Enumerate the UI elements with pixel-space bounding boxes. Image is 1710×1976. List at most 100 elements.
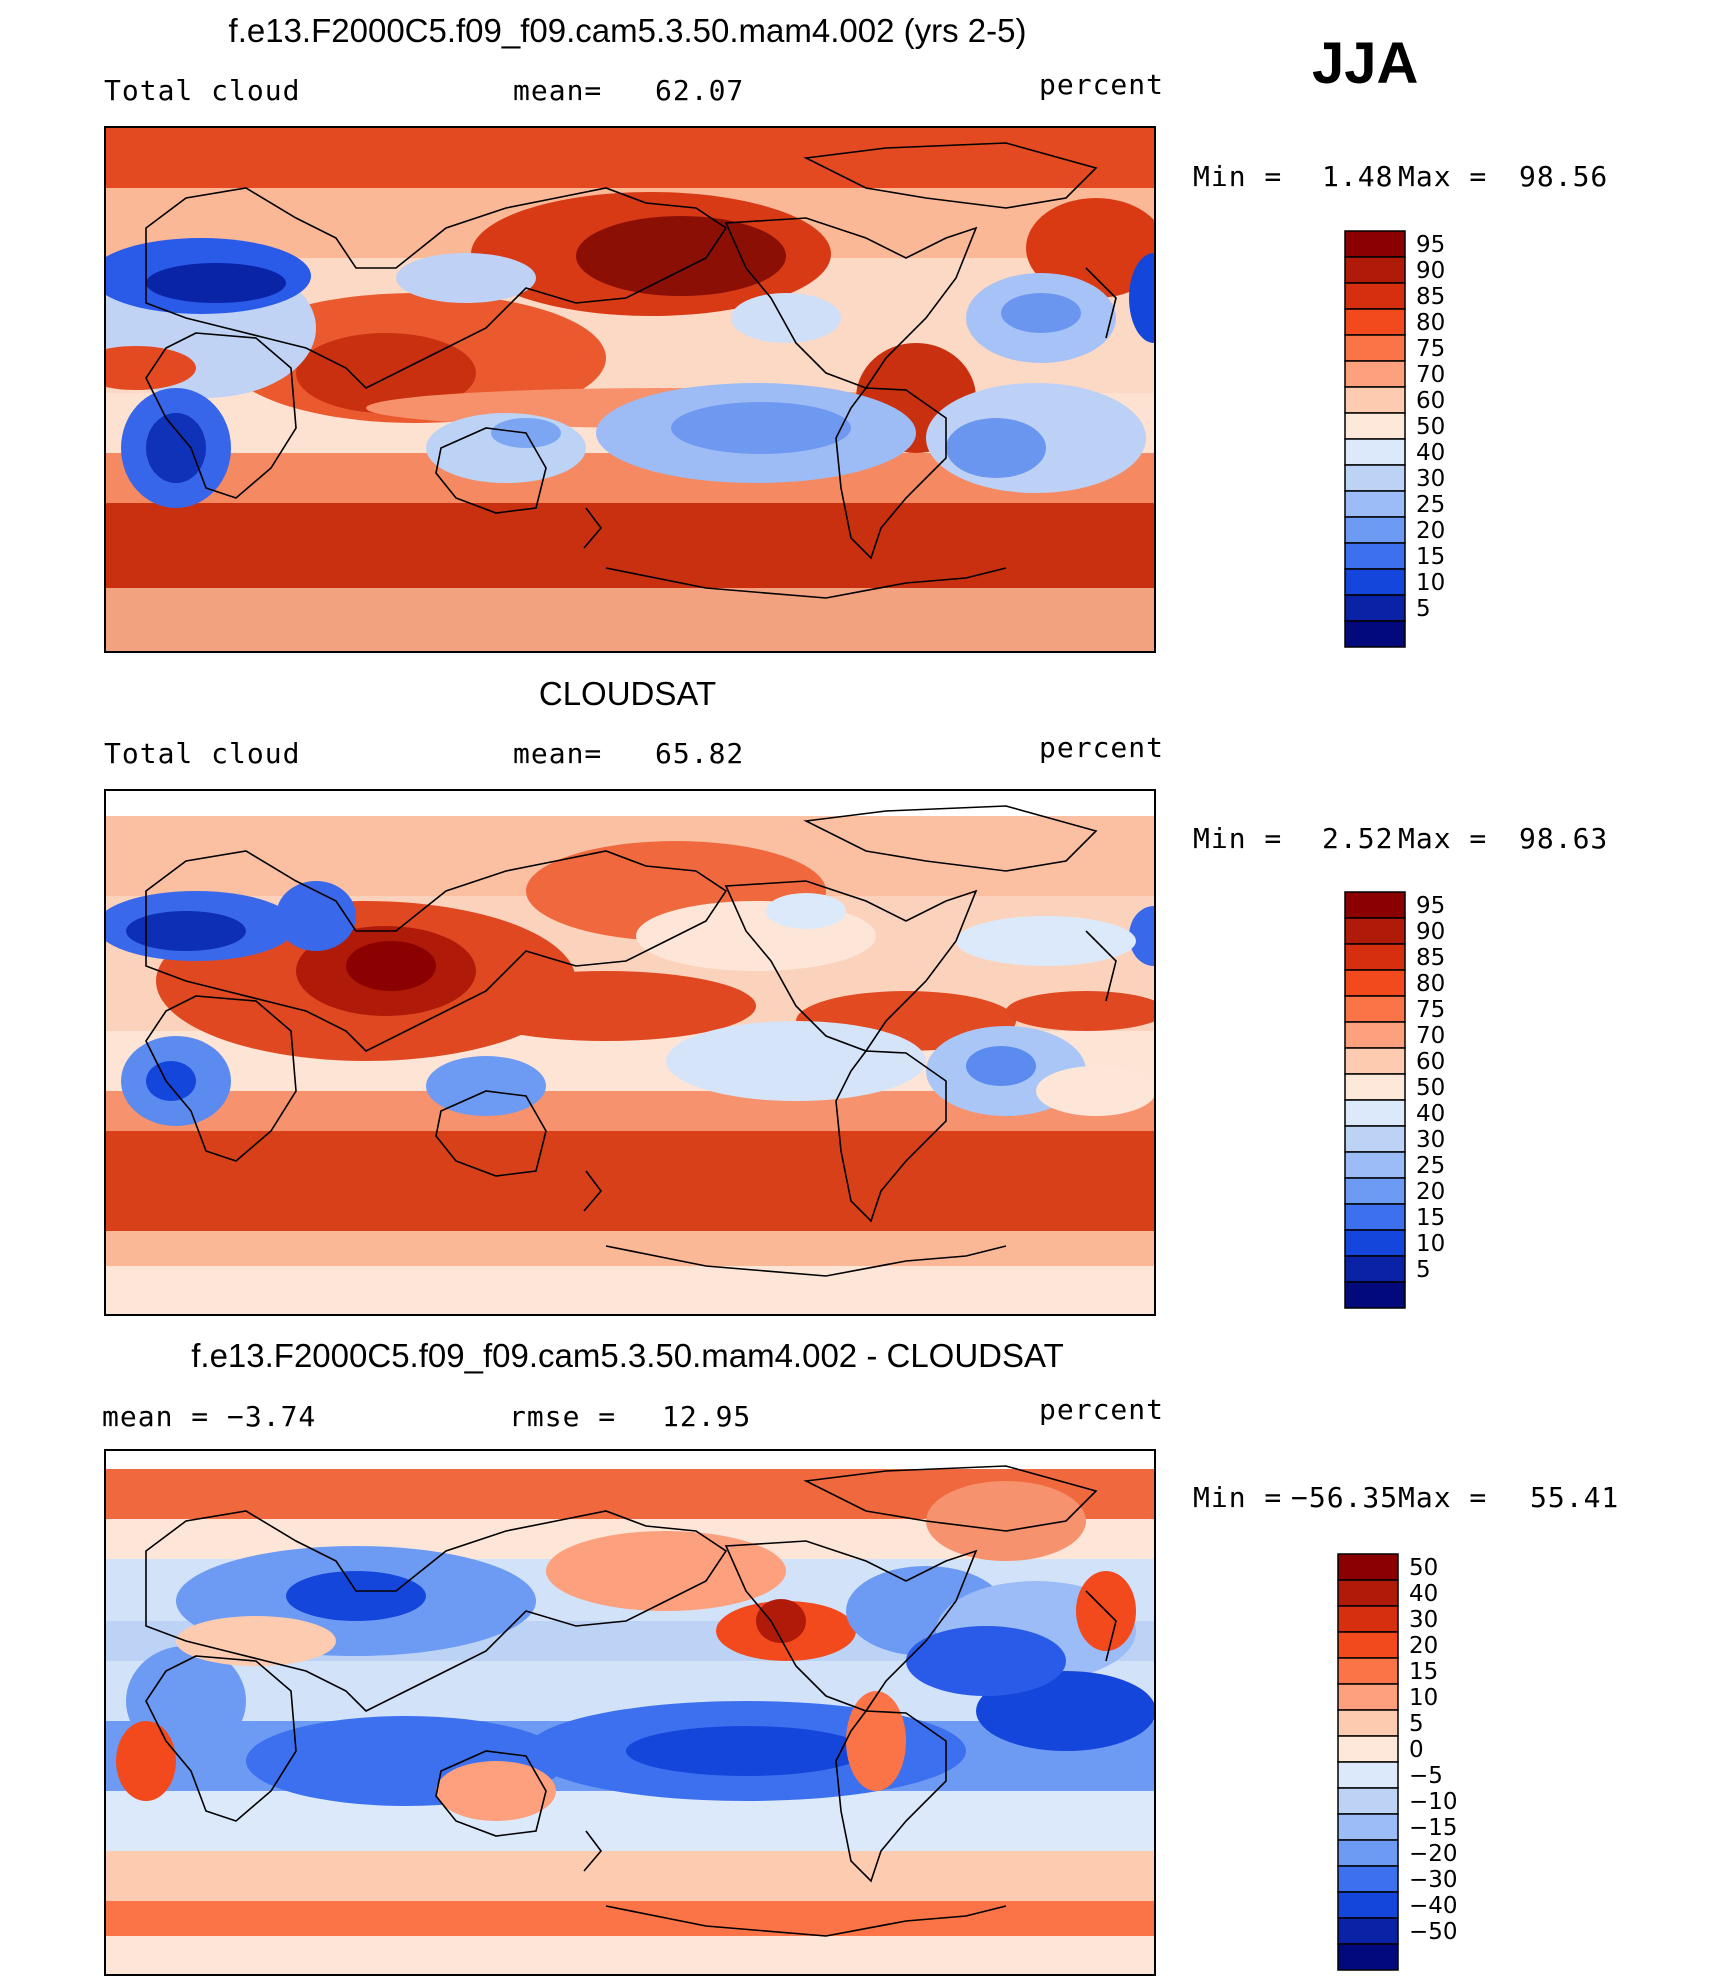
panel-obs-mean-key: mean= xyxy=(513,737,603,770)
colorbar-label: 40 xyxy=(1409,1581,1438,1607)
colorbar-label: 25 xyxy=(1416,492,1445,518)
colorbar-label: 15 xyxy=(1416,1205,1445,1231)
colorbar-swatch xyxy=(1337,1761,1399,1789)
colorbar-swatch xyxy=(1337,1917,1399,1945)
panel-obs-variable: Total cloud xyxy=(104,737,301,770)
colorbar-swatch xyxy=(1344,1281,1406,1309)
panel-diff-title: f.e13.F2000C5.f09_f09.cam5.3.50.mam4.002… xyxy=(191,1337,1064,1374)
panel-diff-min-key: Min = xyxy=(1193,1481,1283,1514)
colorbar-swatch xyxy=(1337,1787,1399,1815)
panel-diff-rmse-key: rmse = xyxy=(509,1400,617,1433)
colorbar-label: 30 xyxy=(1416,466,1445,492)
colorbar-label: 50 xyxy=(1416,414,1445,440)
colorbar-swatch xyxy=(1344,1151,1406,1179)
colorbar-swatch xyxy=(1344,568,1406,596)
colorbar-label: 5 xyxy=(1409,1711,1424,1737)
colorbar-swatch xyxy=(1344,1229,1406,1257)
colorbar-swatch xyxy=(1337,1839,1399,1867)
colorbar-swatch xyxy=(1344,1099,1406,1127)
colorbar-swatch xyxy=(1337,1657,1399,1685)
colorbar-label: 25 xyxy=(1416,1153,1445,1179)
panel-obs-title: CLOUDSAT xyxy=(538,675,717,712)
colorbar-label: 20 xyxy=(1409,1633,1438,1659)
colorbar-label: 10 xyxy=(1416,1231,1445,1257)
colorbar-swatch xyxy=(1337,1735,1399,1763)
panel-model-title: f.e13.F2000C5.f09_f09.cam5.3.50.mam4.002… xyxy=(228,12,1027,49)
colorbar-swatch xyxy=(1344,542,1406,570)
colorbar-label: 20 xyxy=(1416,518,1445,544)
colorbar-label: 50 xyxy=(1416,1075,1445,1101)
colorbar-label: 85 xyxy=(1416,284,1445,310)
panel-model-min-key: Min = xyxy=(1193,160,1283,193)
panel-obs-mean-value: 65.82 xyxy=(655,737,745,770)
colorbar-label: −40 xyxy=(1409,1893,1458,1919)
colorbar-swatch xyxy=(1344,594,1406,622)
colorbar-label: 95 xyxy=(1416,893,1445,919)
colorbar-swatch xyxy=(1344,464,1406,492)
panel-diff-colorbar: 50 40 30 20 15 10 5 0 −5 −10 −15 −20 −30 −40 −50 xyxy=(1337,1553,1467,1973)
colorbar-label: 20 xyxy=(1416,1179,1445,1205)
panel-diff-rmse-value: 12.95 xyxy=(662,1400,752,1433)
colorbar-label: 10 xyxy=(1409,1685,1438,1711)
panel-model-mean-key: mean= xyxy=(513,74,603,107)
colorbar-swatch xyxy=(1337,1631,1399,1659)
panel-obs-min-value: 2.52 xyxy=(1322,822,1394,855)
colorbar-swatch xyxy=(1344,1021,1406,1049)
panel-model-map xyxy=(104,126,1156,653)
panel-obs-colorbar: 95 90 85 80 75 70 60 50 40 30 25 20 15 10 5 xyxy=(1344,891,1474,1311)
colorbar-swatch xyxy=(1344,256,1406,284)
colorbar-label: 15 xyxy=(1409,1659,1438,1685)
panel-diff-mean: mean = −3.74 xyxy=(102,1400,317,1433)
colorbar-swatch xyxy=(1337,1683,1399,1711)
colorbar-swatch xyxy=(1344,438,1406,466)
colorbar-swatch xyxy=(1344,943,1406,971)
colorbar-label: 90 xyxy=(1416,919,1445,945)
colorbar-swatch xyxy=(1344,1125,1406,1153)
panel-model-max-key: Max = xyxy=(1398,160,1488,193)
colorbar-label: 50 xyxy=(1409,1555,1438,1581)
colorbar-swatch xyxy=(1344,1073,1406,1101)
colorbar-swatch xyxy=(1344,490,1406,518)
colorbar-swatch xyxy=(1344,334,1406,362)
colorbar-label: 5 xyxy=(1416,596,1431,622)
panel-model-min-value: 1.48 xyxy=(1322,160,1394,193)
panel-diff-min-value: −56.35 xyxy=(1291,1481,1399,1514)
colorbar-swatch xyxy=(1344,386,1406,414)
colorbar-label: 10 xyxy=(1416,570,1445,596)
colorbar-swatch xyxy=(1337,1943,1399,1971)
colorbar-label: −5 xyxy=(1409,1763,1443,1789)
panel-model-max-value: 98.56 xyxy=(1519,160,1609,193)
colorbar-label: −30 xyxy=(1409,1867,1458,1893)
colorbar-label: 60 xyxy=(1416,388,1445,414)
colorbar-swatch xyxy=(1337,1709,1399,1737)
colorbar-label: 5 xyxy=(1416,1257,1431,1283)
panel-model-colorbar: 95 90 85 80 75 70 60 50 40 30 25 20 15 10 5 xyxy=(1344,230,1474,650)
colorbar-label: −15 xyxy=(1409,1815,1458,1841)
colorbar-label: 60 xyxy=(1416,1049,1445,1075)
colorbar-label: 70 xyxy=(1416,1023,1445,1049)
panel-model-mean-value: 62.07 xyxy=(655,74,745,107)
colorbar-label: 75 xyxy=(1416,336,1445,362)
colorbar-label: 40 xyxy=(1416,1101,1445,1127)
panel-obs-max-value: 98.63 xyxy=(1519,822,1609,855)
panel-obs-max-key: Max = xyxy=(1398,822,1488,855)
panel-diff-units: percent xyxy=(1039,1393,1165,1426)
colorbar-swatch xyxy=(1344,230,1406,258)
colorbar-label: 95 xyxy=(1416,232,1445,258)
colorbar-swatch xyxy=(1344,917,1406,945)
panel-model-variable: Total cloud xyxy=(104,74,301,107)
panel-obs-min-key: Min = xyxy=(1193,822,1283,855)
panel-model-units: percent xyxy=(1039,68,1165,101)
colorbar-swatch xyxy=(1337,1891,1399,1919)
colorbar-swatch xyxy=(1344,620,1406,648)
panel-diff-map xyxy=(104,1449,1156,1976)
colorbar-swatch xyxy=(1344,891,1406,919)
colorbar-swatch xyxy=(1344,516,1406,544)
colorbar-swatch xyxy=(1344,308,1406,336)
colorbar-swatch xyxy=(1337,1813,1399,1841)
colorbar-label: 0 xyxy=(1409,1737,1424,1763)
panel-diff-max-key: Max = xyxy=(1398,1481,1488,1514)
